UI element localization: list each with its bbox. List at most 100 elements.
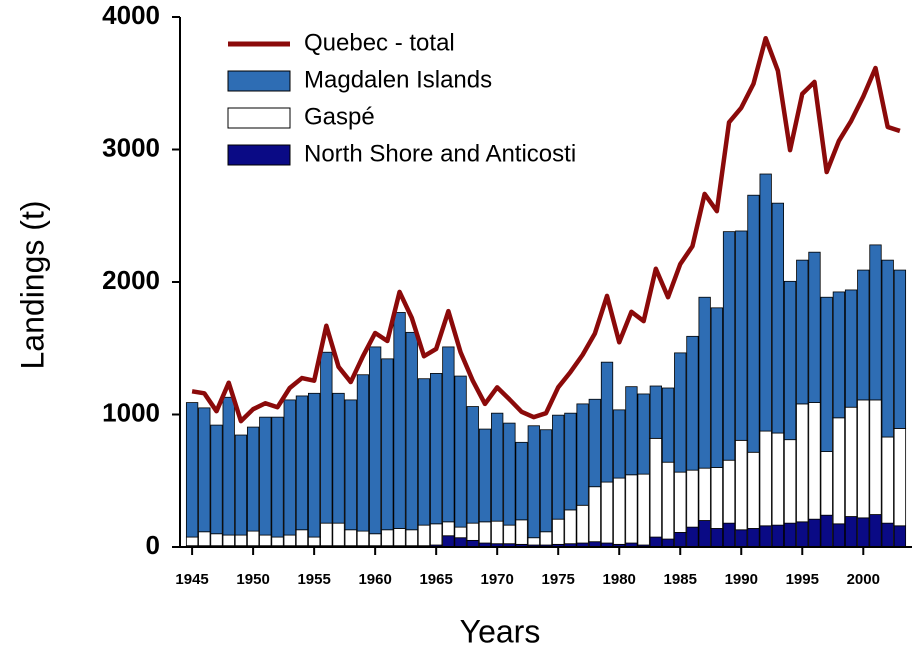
bar-segment: [478, 428, 492, 523]
bar-segment: [783, 439, 797, 524]
bar-segment: [832, 417, 846, 525]
y-axis-title: Landings (t): [14, 201, 50, 370]
bar-segment: [881, 522, 894, 548]
bar-segment: [405, 331, 418, 531]
bar-segment: [844, 516, 858, 548]
bar-segment: [771, 432, 784, 526]
bar-segment: [832, 523, 846, 548]
bar-segment: [381, 358, 394, 531]
bar-segment: [808, 402, 821, 520]
bar-segment: [527, 425, 540, 539]
bar-segment: [369, 533, 382, 547]
bar-segment: [222, 396, 235, 536]
x-tick-label: 1955: [297, 571, 330, 588]
bar-segment: [369, 346, 382, 535]
legend-swatch: [227, 144, 291, 166]
bar-segment: [844, 406, 858, 517]
bar-segment: [271, 536, 284, 547]
bar-segment: [332, 392, 345, 524]
bar-segment: [857, 517, 870, 548]
bar-segment: [527, 537, 540, 546]
bar-segment: [735, 230, 748, 441]
bar-segment: [381, 529, 394, 547]
bar-segment: [722, 522, 736, 548]
bar-segment: [454, 526, 467, 539]
bar-segment: [198, 407, 211, 533]
bar-segment: [820, 451, 833, 516]
bar-segment: [503, 524, 516, 545]
x-tick-label: 1990: [725, 571, 758, 588]
bar-segment: [466, 406, 479, 524]
legend-swatch: [227, 107, 291, 129]
bar-segment: [844, 289, 858, 408]
bar-segment: [295, 529, 309, 547]
bar-segment: [515, 519, 528, 545]
bar-segment: [210, 533, 223, 547]
bar-segment: [674, 532, 687, 548]
bar-segment: [259, 534, 272, 547]
bar-segment: [808, 251, 821, 403]
bar-segment: [869, 514, 882, 548]
bar-segment: [271, 416, 284, 538]
bar-segment: [759, 525, 772, 548]
bar-segment: [649, 437, 662, 538]
bar-segment: [344, 529, 357, 547]
bar-segment: [234, 434, 248, 536]
bar-segment: [637, 393, 650, 475]
bar-segment: [649, 536, 662, 548]
bar-segment: [722, 459, 736, 524]
legend-swatch: [227, 70, 291, 92]
bar-segment: [210, 424, 223, 535]
bar-segment: [491, 412, 504, 522]
bar-segment: [686, 469, 699, 528]
bar-segment: [820, 296, 833, 452]
bar-segment: [613, 409, 626, 479]
bar-segment: [686, 335, 699, 471]
bar-segment: [735, 529, 748, 548]
bar-segment: [552, 414, 565, 520]
x-axis-title: Years: [460, 613, 541, 649]
x-tick-label: 2000: [847, 571, 880, 588]
bar-segment: [259, 416, 272, 536]
bar-segment: [881, 259, 894, 438]
bar-segment: [759, 173, 772, 432]
bar-segment: [698, 296, 711, 469]
bar-segment: [185, 402, 199, 538]
bar-segment: [393, 528, 406, 547]
y-tick-label: 0: [146, 530, 160, 560]
bar-segment: [783, 280, 797, 441]
bar-segment: [857, 399, 870, 519]
bar-segment: [576, 504, 589, 544]
bar-segment: [869, 399, 882, 515]
x-tick-label: 1975: [542, 571, 575, 588]
bar-segment: [234, 534, 248, 547]
bar-segment: [307, 392, 321, 538]
bar-segment: [625, 386, 638, 476]
bar-segment: [820, 514, 833, 548]
x-tick-label: 1965: [419, 571, 452, 588]
bar-segment: [198, 531, 211, 547]
bar-segment: [283, 399, 296, 536]
bar-segment: [600, 361, 614, 483]
bar-segment: [442, 535, 455, 548]
bar-segment: [613, 477, 626, 545]
bar-segment: [430, 373, 443, 525]
bar-segment: [307, 536, 321, 547]
bar-segment: [600, 481, 614, 544]
legend-label: North Shore and Anticosti: [304, 140, 576, 167]
bar-segment: [564, 509, 577, 545]
bar-segment: [796, 259, 809, 405]
bar-segment: [246, 426, 260, 532]
bar-segment: [320, 351, 333, 524]
bar-segment: [466, 522, 479, 541]
bar-segment: [515, 441, 528, 521]
bar-segment: [430, 523, 443, 546]
legend: Quebec - total Magdalen Islands Gaspé North…: [227, 29, 576, 167]
bar-segment: [491, 520, 504, 545]
x-tick-label: 1960: [358, 571, 391, 588]
bar-segment: [222, 534, 235, 547]
y-tick-label: 3000: [102, 132, 160, 162]
bar-segment: [478, 521, 492, 544]
